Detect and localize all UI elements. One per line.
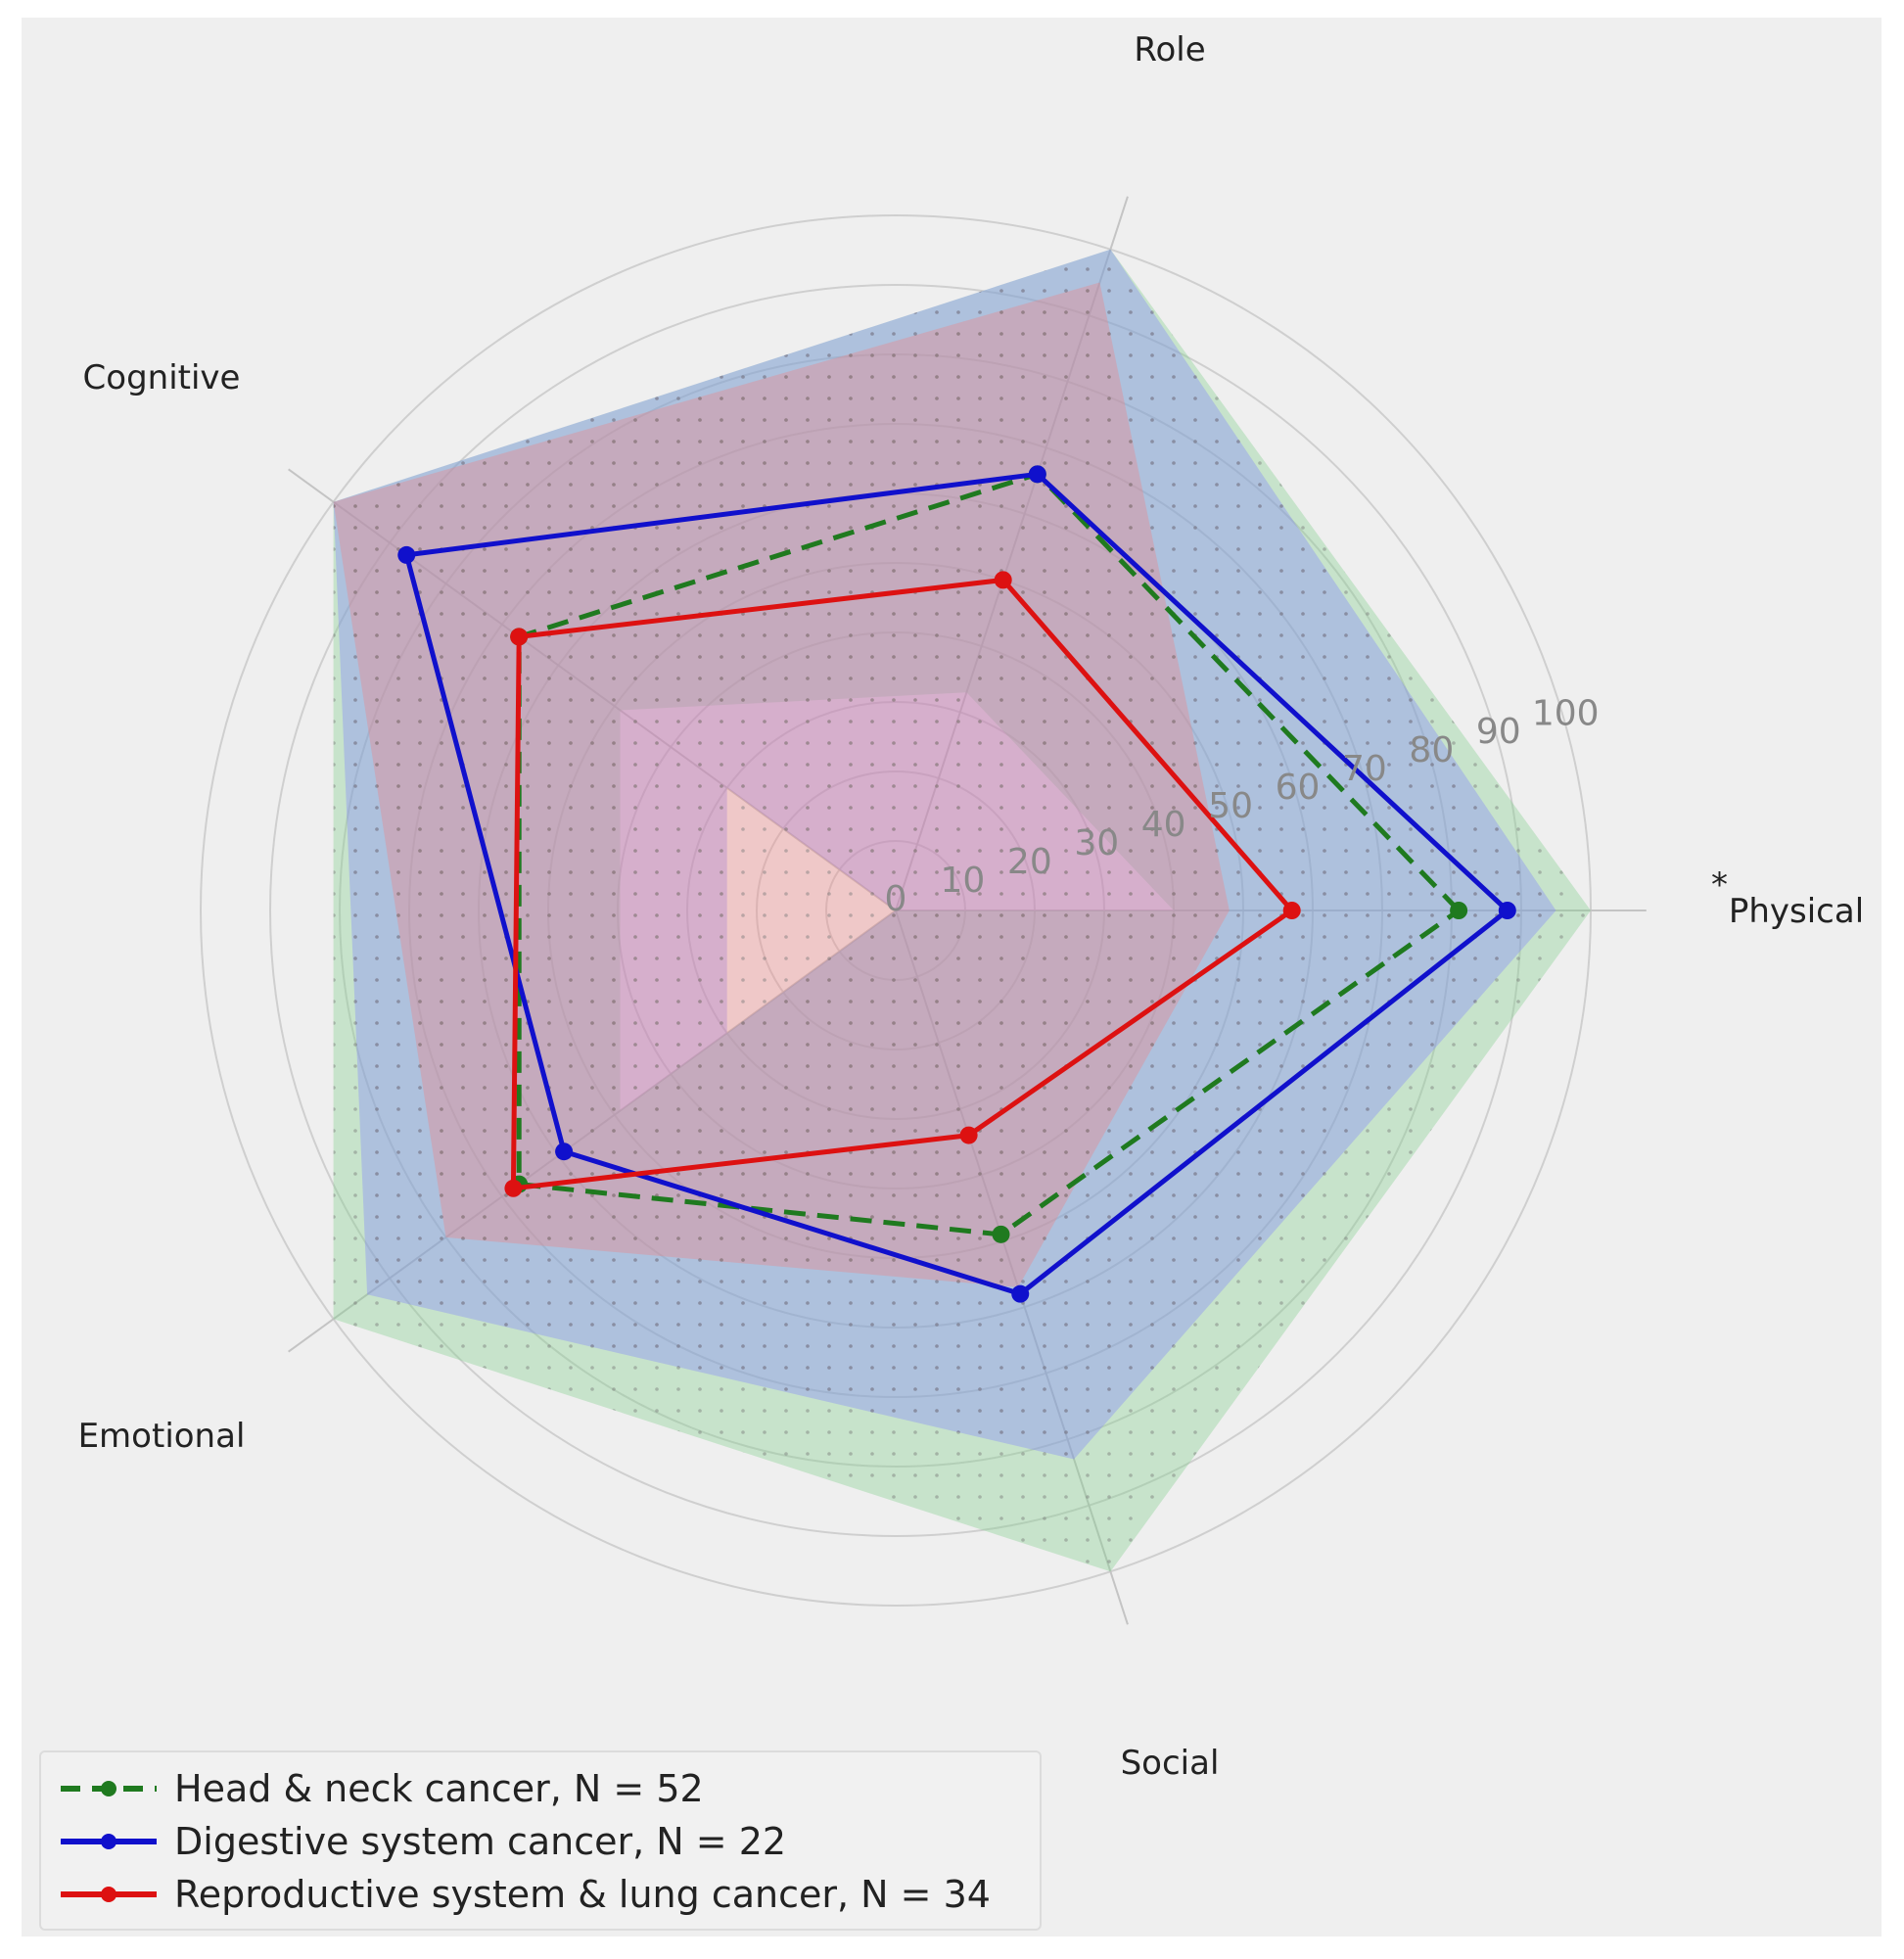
shaded-bands <box>333 249 1592 1572</box>
point-digestive-cognitive <box>397 545 416 564</box>
point-reproductive-emotional <box>504 1179 523 1197</box>
tick-label-0: 0 <box>885 879 907 919</box>
axis-label-physical: Physical <box>1729 892 1864 931</box>
tick-label-50: 50 <box>1208 786 1253 826</box>
legend: Head & neck cancer, N = 52 Digestive sys… <box>39 1750 1042 1931</box>
tick-label-30: 30 <box>1074 823 1119 863</box>
axis-labels: 0 10 20 30 40 50 60 70 80 90 100 Physical Role Cognit… <box>78 30 1865 1783</box>
legend-line-reproductive <box>61 1887 157 1902</box>
point-head-neck-physical <box>1450 902 1468 919</box>
legend-line-digestive <box>61 1834 157 1849</box>
legend-line-head-neck <box>61 1781 157 1796</box>
point-reproductive-physical <box>1282 902 1301 919</box>
tick-label-90: 90 <box>1476 712 1521 752</box>
legend-label-reproductive: Reproductive system & lung cancer, N = 3… <box>174 1873 991 1916</box>
legend-label-head-neck: Head & neck cancer, N = 52 <box>174 1767 704 1810</box>
legend-item-digestive: Digestive system cancer, N = 22 <box>55 1817 786 1866</box>
tick-label-10: 10 <box>941 861 986 901</box>
point-digestive-social <box>1011 1284 1030 1303</box>
axis-label-cognitive: Cognitive <box>83 358 241 397</box>
axis-label-emotional: Emotional <box>78 1417 246 1456</box>
tick-label-70: 70 <box>1342 749 1387 789</box>
tick-label-60: 60 <box>1276 768 1321 808</box>
significance-marker: * <box>1711 865 1728 905</box>
tick-label-80: 80 <box>1409 730 1454 770</box>
point-reproductive-role <box>994 571 1012 589</box>
point-reproductive-cognitive <box>510 628 529 646</box>
tick-label-20: 20 <box>1007 842 1052 882</box>
legend-item-head-neck: Head & neck cancer, N = 52 <box>55 1764 704 1813</box>
tick-label-100: 100 <box>1532 693 1600 733</box>
point-digestive-physical <box>1498 902 1516 919</box>
axis-label-role: Role <box>1134 30 1205 70</box>
legend-item-reproductive: Reproductive system & lung cancer, N = 3… <box>55 1870 991 1919</box>
mean-lines <box>397 465 1516 1303</box>
point-head-neck-social <box>992 1225 1010 1243</box>
point-digestive-emotional <box>555 1143 574 1161</box>
point-digestive-role <box>1028 465 1046 484</box>
line-reproductive <box>510 577 1295 1191</box>
legend-label-digestive: Digestive system cancer, N = 22 <box>174 1820 787 1863</box>
line-digestive <box>403 471 1510 1297</box>
point-reproductive-social <box>959 1126 978 1144</box>
tick-label-40: 40 <box>1141 805 1186 845</box>
axis-label-social: Social <box>1121 1744 1220 1783</box>
line-head-neck <box>516 471 1462 1237</box>
